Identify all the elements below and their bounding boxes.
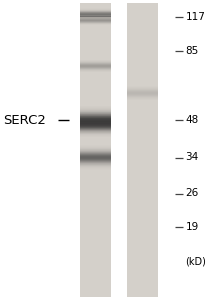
Text: 48: 48 — [185, 115, 199, 125]
Bar — [80, 130, 111, 131]
Bar — [80, 155, 111, 156]
Bar — [80, 3, 111, 297]
Bar — [80, 109, 111, 110]
Bar — [80, 128, 111, 129]
Text: 85: 85 — [185, 46, 199, 56]
Bar — [80, 168, 111, 169]
Bar — [80, 123, 111, 124]
Bar — [80, 108, 111, 109]
Bar — [80, 145, 111, 146]
Bar — [80, 114, 111, 115]
Bar — [80, 169, 111, 170]
Bar — [80, 115, 111, 116]
Bar — [80, 151, 111, 152]
Bar — [80, 122, 111, 123]
Bar — [80, 118, 111, 119]
Bar — [80, 125, 111, 126]
Text: SERC2: SERC2 — [3, 113, 46, 127]
Bar — [80, 106, 111, 107]
Bar — [80, 120, 111, 121]
Bar — [80, 159, 111, 160]
Bar — [80, 121, 111, 122]
Text: 117: 117 — [185, 11, 205, 22]
Bar — [80, 112, 111, 113]
Bar — [80, 124, 111, 125]
Bar — [80, 116, 111, 117]
Bar — [80, 146, 111, 147]
Bar — [80, 150, 111, 151]
Bar — [80, 121, 111, 122]
Bar — [80, 113, 111, 114]
Bar — [80, 117, 111, 118]
Bar — [80, 130, 111, 131]
Bar — [80, 154, 111, 155]
Bar — [80, 132, 111, 133]
Bar — [80, 129, 111, 130]
Bar — [80, 133, 111, 134]
Bar — [80, 164, 111, 165]
Bar — [80, 147, 111, 148]
Bar — [80, 167, 111, 168]
Bar — [80, 160, 111, 161]
Bar — [80, 132, 111, 133]
Bar — [80, 118, 111, 119]
Bar — [80, 123, 111, 124]
Text: 19: 19 — [185, 221, 199, 232]
Bar — [127, 3, 158, 297]
Bar — [80, 120, 111, 121]
Bar — [80, 111, 111, 112]
Bar — [80, 126, 111, 127]
Bar — [80, 127, 111, 128]
Text: (kD): (kD) — [185, 256, 206, 266]
Text: 26: 26 — [185, 188, 199, 199]
Bar — [80, 117, 111, 118]
Bar — [80, 127, 111, 128]
Bar — [80, 165, 111, 166]
Bar — [80, 126, 111, 127]
Bar — [80, 156, 111, 157]
Bar — [80, 166, 111, 167]
Bar — [80, 133, 111, 134]
Bar — [80, 162, 111, 163]
Bar — [80, 116, 111, 117]
Bar — [80, 119, 111, 120]
Bar — [80, 148, 111, 149]
Bar — [80, 135, 111, 136]
Bar — [80, 112, 111, 113]
Bar — [80, 107, 111, 108]
Bar — [80, 122, 111, 123]
Bar — [80, 129, 111, 130]
Bar — [80, 110, 111, 111]
Bar — [80, 157, 111, 158]
Bar — [80, 128, 111, 129]
Bar — [80, 115, 111, 116]
Bar — [80, 134, 111, 135]
Bar — [80, 131, 111, 132]
Bar — [80, 158, 111, 159]
Bar — [80, 136, 111, 137]
Bar — [80, 113, 111, 114]
Bar — [80, 114, 111, 115]
Text: 34: 34 — [185, 152, 199, 163]
Bar — [80, 125, 111, 126]
Bar — [80, 161, 111, 162]
Bar — [80, 149, 111, 150]
Bar — [80, 169, 111, 170]
Bar — [80, 124, 111, 125]
Bar — [80, 152, 111, 153]
Bar — [80, 153, 111, 154]
Bar — [80, 131, 111, 132]
Bar — [80, 119, 111, 120]
Bar — [80, 163, 111, 164]
